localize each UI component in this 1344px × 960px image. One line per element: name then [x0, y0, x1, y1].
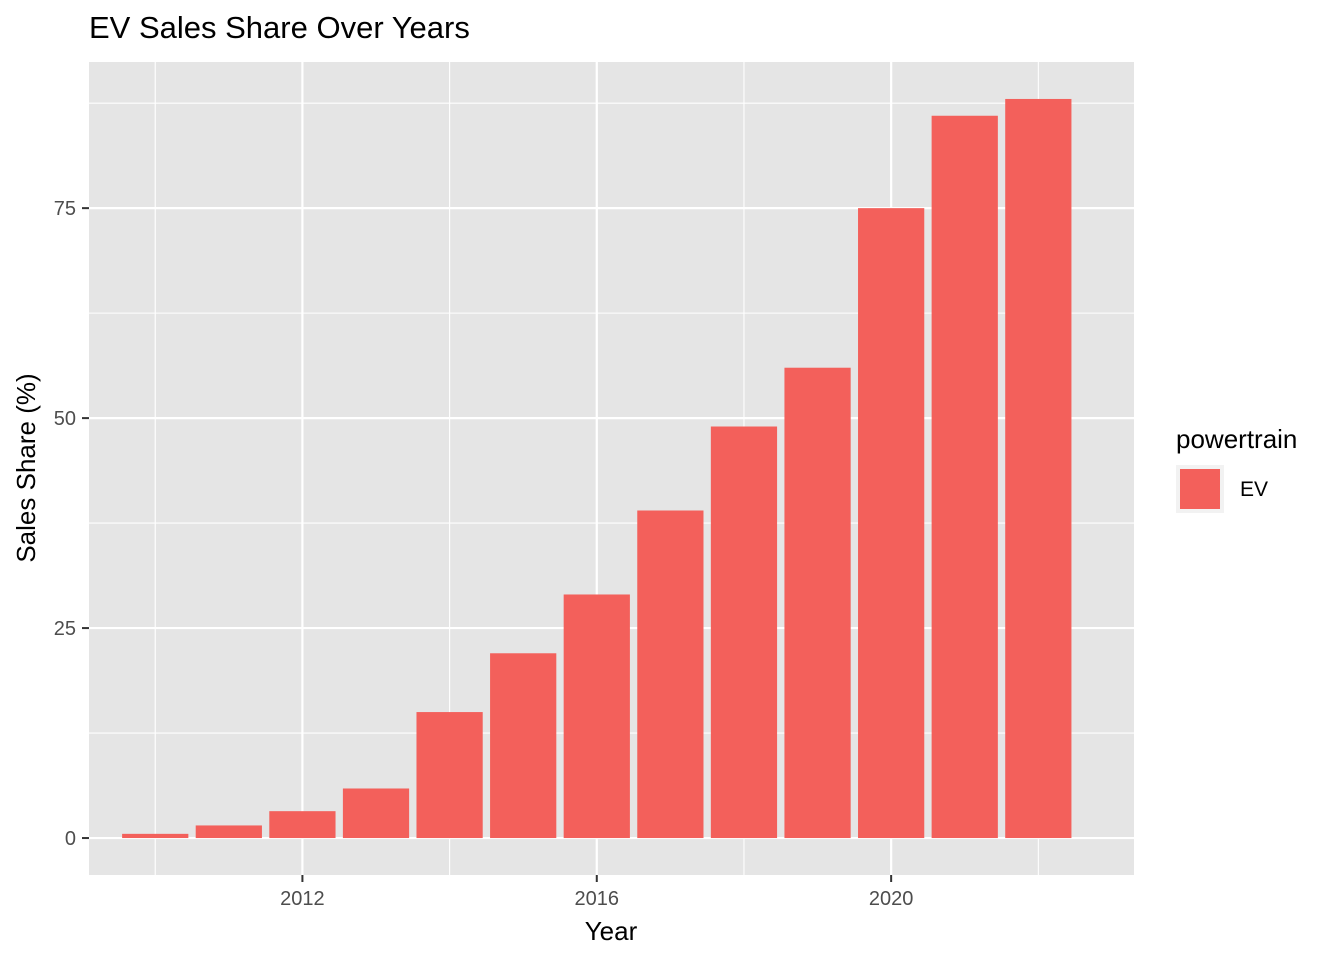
bar-2011	[195, 825, 262, 839]
bar-2013	[342, 788, 410, 839]
x-tick-label: 2012	[280, 888, 325, 910]
y-tick-label: 75	[54, 198, 76, 220]
legend-swatch-ev	[1180, 469, 1220, 509]
x-axis: 2012 2016 2020	[280, 875, 913, 910]
bar-2014	[416, 712, 483, 839]
chart-title: EV Sales Share Over Years	[89, 10, 470, 45]
bar-2012	[269, 811, 336, 839]
x-tick-label: 2016	[575, 888, 620, 910]
legend-title: powertrain	[1176, 424, 1298, 454]
bar-2016	[563, 594, 630, 839]
legend-key	[1176, 465, 1224, 513]
bar-2017	[637, 510, 704, 839]
bar-2015	[490, 653, 557, 839]
legend-label-ev: EV	[1240, 478, 1269, 501]
y-axis: 0 25 50 75	[54, 198, 89, 850]
bar-2020	[858, 208, 925, 839]
bar-2018	[710, 426, 778, 839]
bar-2019	[784, 367, 851, 839]
bar-2022	[1005, 98, 1072, 839]
bar-2021	[931, 115, 998, 839]
bar-2010	[122, 833, 189, 839]
y-tick-label: 25	[54, 618, 76, 640]
y-tick-label: 50	[54, 408, 76, 430]
x-tick-label: 2020	[869, 888, 914, 910]
x-axis-label: Year	[585, 916, 638, 946]
y-axis-label: Sales Share (%)	[11, 373, 41, 562]
y-tick-label: 0	[65, 828, 76, 850]
bars	[122, 98, 1072, 839]
